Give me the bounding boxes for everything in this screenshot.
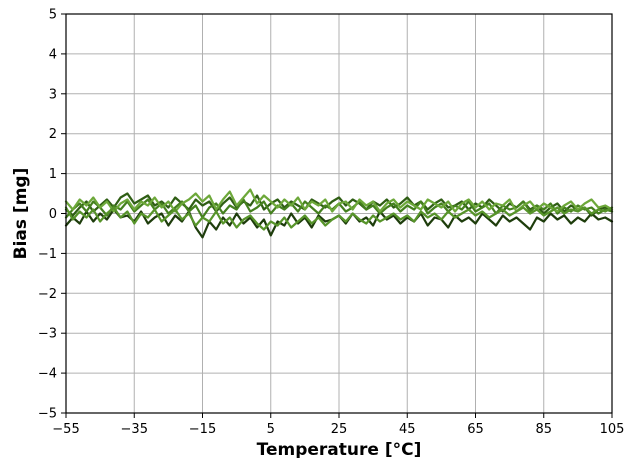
x-tick-label: 105 <box>600 422 625 437</box>
y-axis-title: Bias [mg] <box>11 168 31 260</box>
y-tick-label: 1 <box>49 167 57 182</box>
y-tick-label: −2 <box>38 287 57 302</box>
x-tick-label: −55 <box>52 422 79 437</box>
series-line-5 <box>64 206 614 231</box>
series-layer <box>64 188 614 239</box>
y-tick-label: 5 <box>49 8 57 23</box>
y-tick-label: −4 <box>38 367 57 382</box>
y-tick-label: −3 <box>38 327 57 342</box>
x-tick-label: 5 <box>267 422 275 437</box>
y-tick-label: 0 <box>49 207 57 222</box>
x-tick-label: −35 <box>121 422 148 437</box>
y-tick-label: −5 <box>38 407 57 422</box>
x-tick-label: 85 <box>535 422 552 437</box>
x-tick-label: 65 <box>467 422 484 437</box>
x-tick-label: 25 <box>331 422 348 437</box>
series-line-4 <box>64 188 614 213</box>
y-tick-label: −1 <box>38 247 57 262</box>
x-tick-label: 45 <box>399 422 416 437</box>
y-tick-label: 3 <box>49 87 57 102</box>
x-tick-label: −15 <box>189 422 216 437</box>
y-tick-label: 2 <box>49 127 57 142</box>
grid <box>65 13 613 414</box>
ticks <box>61 13 613 418</box>
y-tick-label: 4 <box>49 47 57 62</box>
x-axis-title: Temperature [°C] <box>257 440 422 458</box>
